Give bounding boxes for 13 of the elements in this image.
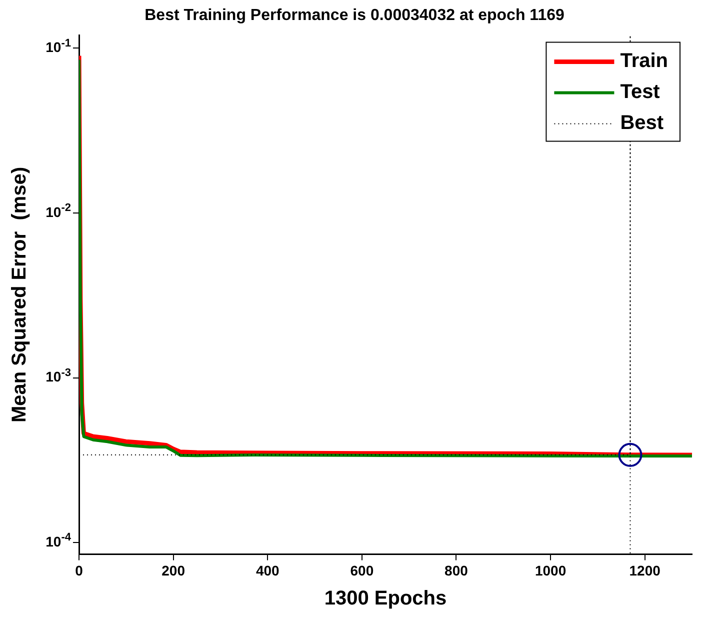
x-tick-label: 0 — [75, 562, 84, 578]
x-tick-label: 1200 — [629, 562, 661, 578]
y-axis-title: Mean Squared Error (mse) — [8, 166, 31, 423]
x-tick-label: 1000 — [534, 562, 566, 578]
x-tick-label: 200 — [162, 562, 186, 578]
x-tick-label: 600 — [350, 562, 374, 578]
x-tick-label: 800 — [444, 562, 468, 578]
chart-title: Best Training Performance is 0.00034032 at epoch 1169 — [144, 7, 564, 24]
x-tick-label: 400 — [256, 562, 280, 578]
legend-label: Test — [620, 81, 660, 104]
legend-label: Train — [620, 50, 668, 72]
x-axis-title: 1300 Epochs — [324, 588, 447, 610]
legend-label: Best — [620, 112, 664, 134]
